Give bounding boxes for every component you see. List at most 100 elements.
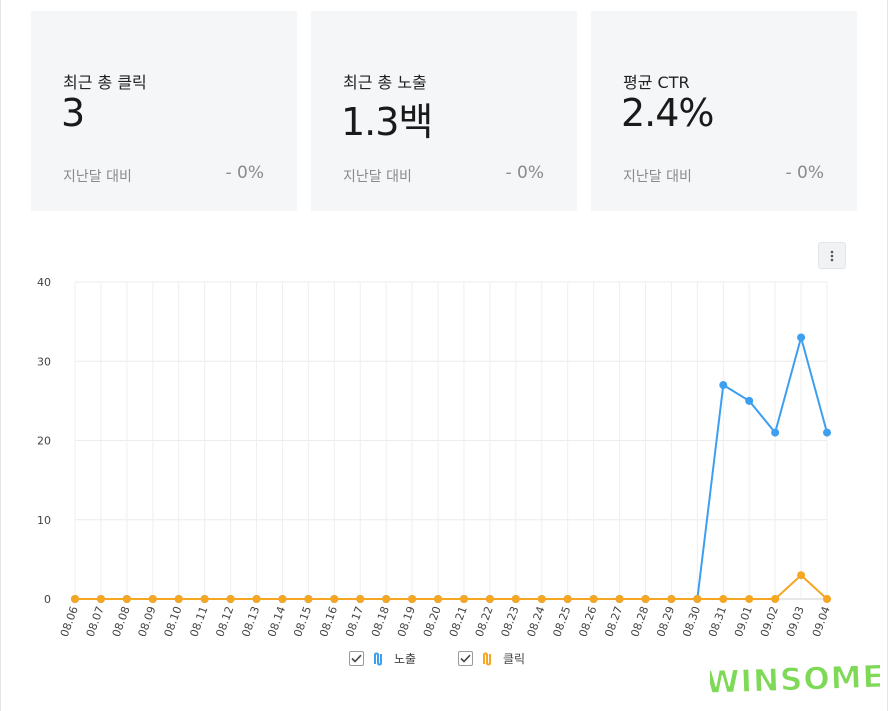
data-point-clicks[interactable] [200,595,209,603]
legend-label: 노출 [394,652,417,666]
data-point-clicks[interactable] [537,595,546,603]
card-label: 평균 CTR [623,73,690,92]
x-tick-label: 09.04 [810,605,833,639]
x-tick-label: 08.12 [213,605,236,639]
chart-menu-button[interactable] [818,242,846,269]
x-tick-label: 08.28 [628,605,651,639]
data-point-clicks[interactable] [356,595,365,603]
x-tick-label: 09.01 [732,605,755,639]
y-tick-label: 20 [37,435,51,448]
data-point-clicks[interactable] [122,595,131,603]
watermark-text: WINSOME [710,659,880,701]
data-point-clicks[interactable] [589,595,598,603]
data-point-clicks[interactable] [797,571,806,580]
data-point-clicks[interactable] [693,595,702,603]
x-tick-label: 08.15 [291,605,314,639]
x-tick-label: 09.02 [758,605,781,639]
data-point-clicks[interactable] [459,595,468,603]
x-tick-label: 08.08 [110,605,133,639]
x-tick-label: 08.30 [680,605,703,639]
card-delta: - 0% [225,163,264,183]
y-axis: 0 10 20 30 40 [37,276,51,606]
x-tick-label: 08.14 [265,605,288,639]
card-label: 최근 총 노출 [343,73,427,92]
series-line-impressions [75,336,828,600]
x-axis: 08.06 08.07 08.08 08.09 08.10 08.11 08.12 08.13… [58,605,833,639]
data-point-clicks[interactable] [330,595,339,603]
data-point-clicks[interactable] [771,595,780,603]
data-point-clicks[interactable] [278,595,287,603]
x-tick-label: 08.31 [706,605,729,639]
card-total-impressions: 최근 총 노출 1.3백 지난달 대비 - 0% [311,11,577,211]
data-point-clicks[interactable] [408,595,417,603]
x-tick-label: 08.29 [654,605,677,639]
legend-label: 클릭 [503,652,526,666]
y-tick-label: 10 [37,514,51,527]
data-point-clicks[interactable] [485,595,494,603]
data-point-clicks[interactable] [434,595,443,603]
x-tick-label: 08.24 [525,605,548,639]
x-tick-label: 08.21 [447,605,470,639]
x-tick-label: 08.19 [395,605,418,639]
x-tick-label: 08.13 [239,605,262,639]
series-layer [71,333,831,603]
data-point-impressions[interactable] [719,381,728,390]
series-line-icon [374,651,382,666]
card-total-clicks: 최근 총 클릭 3 지난달 대비 - 0% [31,11,297,211]
left-border [0,0,1,711]
x-tick-label: 08.22 [473,605,496,639]
x-tick-label: 08.26 [576,605,599,639]
data-point-clicks[interactable] [745,595,754,603]
x-tick-label: 08.10 [162,605,185,639]
data-point-impressions[interactable] [823,428,831,437]
data-point-clicks[interactable] [719,595,728,603]
x-tick-label: 08.17 [343,605,366,639]
x-tick-label: 08.27 [602,605,625,639]
data-point-clicks[interactable] [304,595,313,603]
data-point-clicks[interactable] [96,595,105,603]
x-tick-label: 08.20 [421,605,444,639]
card-delta: - 0% [785,163,824,183]
check-icon [460,654,471,663]
x-tick-label: 09.03 [784,605,807,639]
data-point-clicks[interactable] [71,595,79,603]
x-tick-label: 08.18 [369,605,392,639]
data-point-impressions[interactable] [797,333,806,342]
line-chart: 0 10 20 30 40 08.06 08.07 08.08 08.09 08.10 08.11… [37,276,833,639]
data-point-clicks[interactable] [563,595,572,603]
check-icon [351,654,362,663]
card-value: 1.3백 [341,100,433,144]
x-tick-label: 08.07 [84,605,107,639]
legend-item-impressions[interactable]: 노출 [349,650,416,667]
data-point-clicks[interactable] [174,595,183,603]
card-label: 최근 총 클릭 [63,73,147,92]
data-point-clicks[interactable] [148,595,157,603]
card-value: 2.4% [621,91,715,135]
card-compare-label: 지난달 대비 [63,169,132,185]
legend-item-clicks[interactable]: 클릭 [458,650,525,667]
data-point-clicks[interactable] [382,595,391,603]
data-point-clicks[interactable] [823,595,831,603]
x-tick-label: 08.06 [58,605,81,639]
more-vertical-icon [830,250,834,261]
card-value: 3 [61,91,85,135]
data-point-clicks[interactable] [615,595,624,603]
grid [74,281,828,600]
x-tick-label: 08.09 [136,605,159,639]
data-point-clicks[interactable] [667,595,676,603]
y-tick-label: 30 [37,355,51,368]
series-line-icon [483,651,491,666]
data-point-impressions[interactable] [771,428,780,437]
data-point-clicks[interactable] [511,595,520,603]
legend-checkbox[interactable] [458,651,473,666]
y-tick-label: 40 [37,276,51,289]
data-point-clicks[interactable] [641,595,650,603]
card-delta: - 0% [505,163,544,183]
data-point-clicks[interactable] [252,595,261,603]
x-tick-label: 08.23 [499,605,522,639]
data-point-clicks[interactable] [226,595,235,603]
x-tick-label: 08.11 [187,605,210,639]
data-point-impressions[interactable] [745,396,754,405]
legend-checkbox[interactable] [349,651,364,666]
x-tick-label: 08.16 [317,605,340,639]
